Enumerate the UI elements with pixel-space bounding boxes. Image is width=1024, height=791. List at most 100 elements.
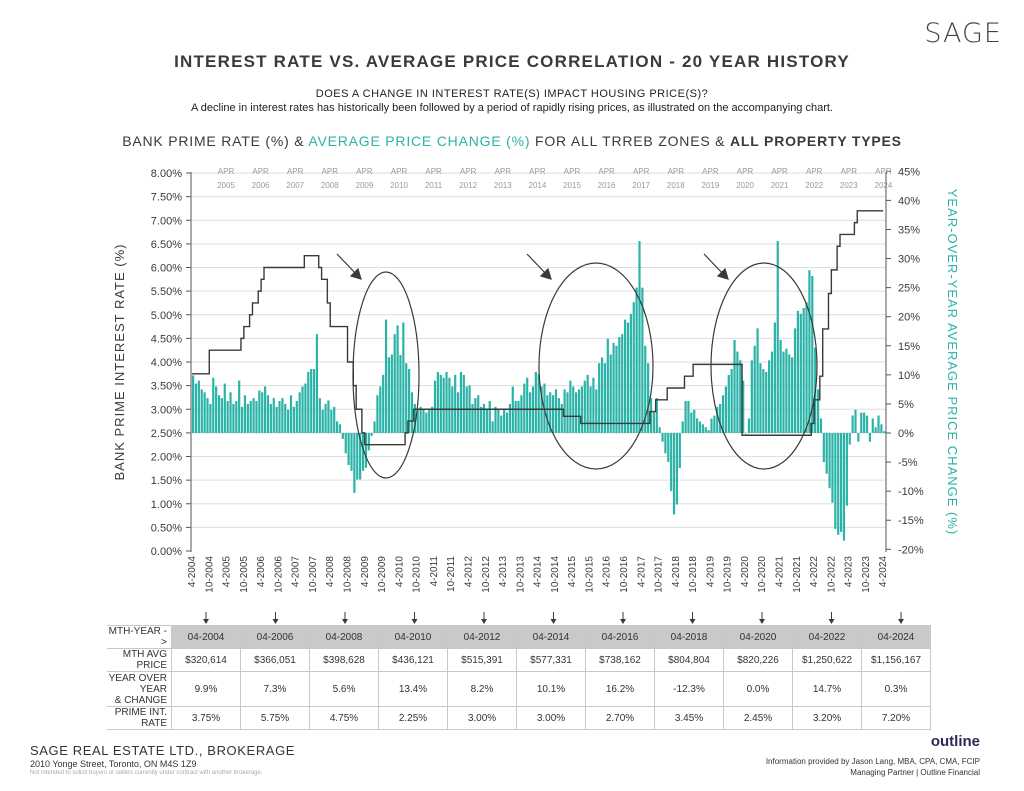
arrow-icon	[526, 253, 552, 280]
top-label-month: APR	[841, 167, 858, 176]
left-tick-label: 7.50%	[151, 192, 182, 204]
price-change-bar	[857, 433, 860, 442]
price-change-bar	[405, 363, 408, 433]
x-tick-label: 4-2022	[809, 556, 820, 588]
price-change-bar	[312, 369, 316, 433]
price-change-bar	[379, 386, 382, 433]
price-change-bar	[537, 374, 540, 433]
x-tick-label: 4-2021	[775, 556, 786, 588]
price-change-bar	[569, 380, 572, 433]
row-label: YEAR OVER YEAR & CHANGE	[107, 671, 172, 707]
right-tick-label: -15%	[898, 515, 924, 527]
table-cell: 7.3%	[240, 671, 310, 707]
price-change-bar	[647, 363, 650, 433]
price-change-bar	[197, 380, 200, 433]
x-tick-label: 4-2005	[222, 556, 233, 588]
price-change-bar	[652, 412, 655, 433]
price-change-bar	[802, 307, 805, 433]
price-change-bar	[707, 430, 710, 433]
price-change-bar	[600, 357, 604, 433]
x-tick-label: 4-2014	[533, 556, 544, 588]
price-change-bar	[762, 369, 765, 433]
price-change-bar	[716, 406, 719, 433]
right-tick-label: -10%	[898, 486, 924, 498]
table-cell: 3.45%	[654, 706, 724, 730]
price-change-bar	[840, 433, 843, 532]
price-change-bar	[871, 418, 874, 433]
price-change-bar	[675, 433, 679, 505]
x-tick-label: 4-2007	[291, 556, 302, 588]
table-cell: 0.0%	[723, 671, 793, 707]
left-axis-title: BANK PRIME INTEREST RATE (%)	[112, 244, 127, 481]
left-tick-label: 6.50%	[151, 239, 182, 251]
price-change-bar	[618, 337, 621, 433]
price-change-bar	[638, 241, 641, 433]
top-label-month: APR	[287, 167, 304, 176]
table-cell: 2.70%	[585, 706, 655, 730]
top-label-year: 2009	[356, 181, 374, 190]
price-change-bar	[883, 431, 886, 433]
price-change-bar	[759, 363, 762, 433]
price-change-bar	[687, 401, 690, 433]
price-change-bar	[880, 424, 883, 433]
top-label-year: 2011	[425, 181, 443, 190]
top-label-year: 2007	[286, 181, 304, 190]
price-change-bar	[554, 389, 558, 433]
price-change-bar	[217, 395, 221, 433]
top-label-month: APR	[771, 167, 788, 176]
price-change-bar	[580, 386, 583, 433]
price-change-bar	[811, 275, 814, 433]
price-change-bar	[710, 418, 713, 433]
subtitle-part-3: FOR ALL TRREB ZONES &	[530, 133, 730, 149]
price-change-bar	[865, 415, 869, 433]
price-change-bar	[482, 403, 486, 433]
x-tick-label: 10-2011	[446, 556, 457, 592]
price-change-bar	[848, 433, 851, 445]
top-label-month: APR	[356, 167, 373, 176]
price-change-bar	[592, 377, 595, 433]
price-change-bar	[497, 409, 500, 433]
price-change-bar	[603, 363, 607, 433]
company-name: SAGE REAL ESTATE LTD., BROKERAGE	[30, 743, 296, 758]
table-cell: 5.6%	[309, 671, 379, 707]
down-arrow-icon	[272, 619, 279, 624]
top-label-month: APR	[252, 167, 269, 176]
table-cell: 0.3%	[861, 671, 931, 707]
price-change-bar	[384, 319, 388, 433]
price-change-bar	[480, 406, 483, 433]
price-change-bar	[526, 377, 529, 433]
price-change-bar	[822, 433, 825, 463]
price-change-bar	[281, 398, 284, 433]
price-change-bar	[442, 377, 445, 433]
x-tick-label: 4-2012	[463, 556, 474, 588]
price-change-bar	[266, 395, 270, 433]
price-change-bar	[367, 433, 370, 451]
price-change-bar	[344, 433, 347, 454]
price-change-bar	[459, 371, 463, 433]
price-change-bar	[301, 386, 304, 433]
price-change-bar	[808, 270, 811, 433]
price-change-bar	[635, 287, 638, 433]
price-change-bar	[454, 374, 457, 433]
x-tick-label: 10-2019	[723, 556, 734, 593]
column-header: 04-2022	[792, 625, 862, 649]
right-tick-label: 35%	[898, 224, 920, 236]
x-tick-label: 10-2009	[377, 556, 388, 593]
arrow-icon	[336, 253, 362, 280]
price-change-bar	[552, 395, 555, 433]
price-change-bar	[819, 418, 823, 433]
row-label: PRIME INT. RATE	[107, 706, 172, 730]
down-arrow-icon	[689, 619, 696, 624]
price-change-bar	[505, 412, 509, 433]
info-credit: Information provided by Jason Lang, MBA,…	[766, 756, 980, 778]
table-cell: $436,121	[378, 648, 448, 672]
price-change-bar	[566, 392, 569, 433]
prime-rate-line	[192, 210, 884, 446]
table-cell: 7.20%	[861, 706, 931, 730]
price-change-bar	[693, 409, 696, 433]
x-tick-label: 10-2016	[619, 556, 630, 593]
top-label-month: APR	[875, 167, 892, 176]
x-tick-label: 4-2011	[429, 556, 440, 587]
x-tick-label: 10-2018	[688, 556, 699, 593]
price-change-bar	[851, 415, 854, 433]
